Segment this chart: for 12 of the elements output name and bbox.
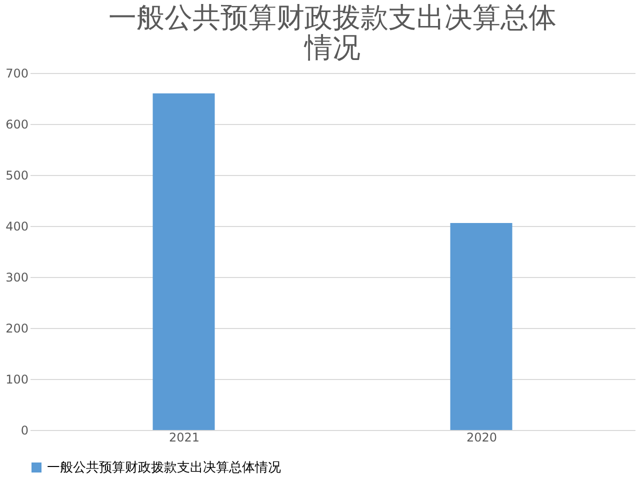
x-tick-label: 2021 — [168, 430, 200, 444]
legend-label: 一般公共预算财政拨款支出决算总体情况 — [47, 460, 281, 476]
y-tick-label: 300 — [6, 270, 28, 284]
y-tick-label: 600 — [6, 118, 28, 132]
x-tick-label: 2020 — [466, 430, 498, 444]
y-tick-label: 700 — [6, 66, 28, 80]
y-tick-label: 200 — [6, 322, 28, 336]
y-tick-label: 400 — [6, 220, 28, 234]
y-tick-label: 100 — [6, 372, 28, 386]
y-tick-label: 0 — [20, 424, 28, 438]
y-tick-label: 500 — [6, 168, 28, 182]
chart-title: 一般公共预算财政拨款支出决算总体情况 — [108, 1, 556, 64]
